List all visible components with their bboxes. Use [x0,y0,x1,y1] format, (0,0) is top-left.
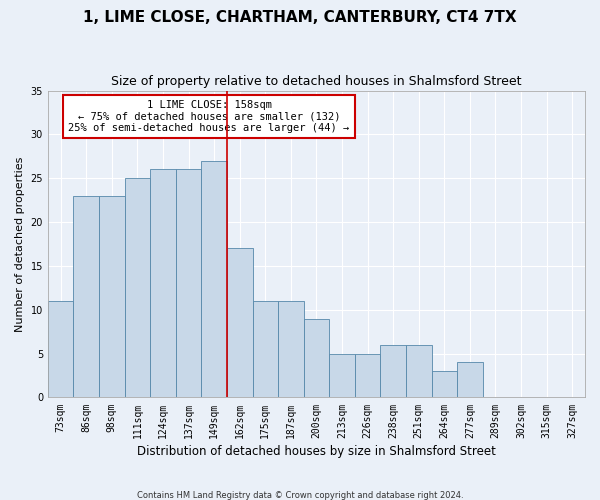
Bar [176,170,202,398]
Bar [406,345,431,398]
Bar [227,248,253,398]
Bar [48,301,73,398]
Bar [150,170,176,398]
Text: 1, LIME CLOSE, CHARTHAM, CANTERBURY, CT4 7TX: 1, LIME CLOSE, CHARTHAM, CANTERBURY, CT4… [83,10,517,25]
Bar [380,345,406,398]
Bar [457,362,482,398]
Bar [125,178,150,398]
Bar [329,354,355,398]
Bar [355,354,380,398]
Bar [431,371,457,398]
Bar [73,196,99,398]
Text: Contains HM Land Registry data © Crown copyright and database right 2024.: Contains HM Land Registry data © Crown c… [137,490,463,500]
X-axis label: Distribution of detached houses by size in Shalmsford Street: Distribution of detached houses by size … [137,444,496,458]
Bar [99,196,125,398]
Bar [253,301,278,398]
Title: Size of property relative to detached houses in Shalmsford Street: Size of property relative to detached ho… [111,75,522,88]
Text: 1 LIME CLOSE: 158sqm
← 75% of detached houses are smaller (132)
25% of semi-deta: 1 LIME CLOSE: 158sqm ← 75% of detached h… [68,100,350,133]
Y-axis label: Number of detached properties: Number of detached properties [15,156,25,332]
Bar [202,160,227,398]
Bar [278,301,304,398]
Bar [304,318,329,398]
